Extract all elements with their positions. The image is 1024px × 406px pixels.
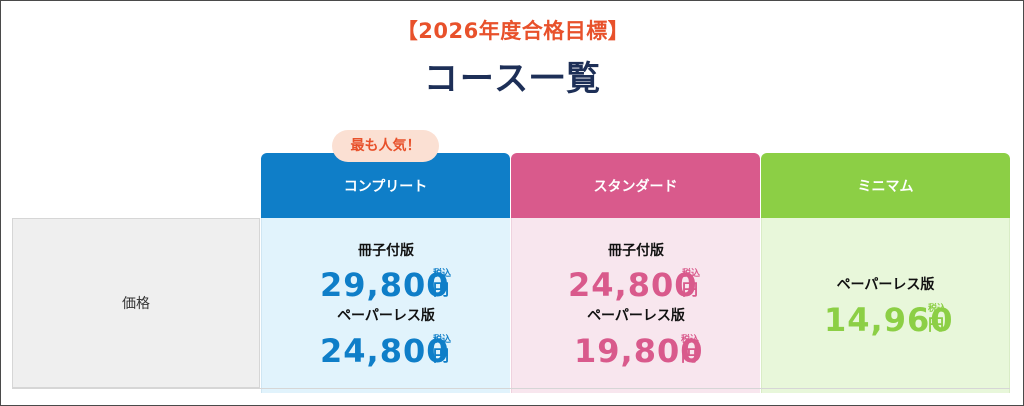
column-name: ミニマム [857, 178, 914, 195]
price-value: 29,800 税込 円 [320, 263, 460, 303]
most-popular-badge: 最も人気！ [332, 130, 439, 162]
price-type-label: 冊子付版 [358, 243, 414, 259]
tax-included-label: 税込 [433, 335, 452, 345]
price-amount: 24,800 [320, 332, 450, 370]
price-amount: 19,800 [574, 332, 704, 370]
tax-included-label: 税込 [928, 304, 947, 314]
column-name: コンプリート [343, 178, 428, 195]
yen-unit: 円 [433, 346, 450, 365]
price-cell-minimum: ペーパーレス版 14,960 税込 円 [761, 218, 1010, 393]
row-label-text: 価格 [122, 296, 150, 312]
yen-unit: 円 [682, 280, 699, 299]
tax-included-label: 税込 [681, 335, 700, 345]
column-header-standard: スタンダード [511, 153, 760, 218]
tax-included-label: 税込 [682, 269, 701, 279]
yen-unit: 円 [433, 280, 450, 299]
yen-unit: 円 [681, 346, 698, 365]
price-type-label: ペーパーレス版 [836, 277, 935, 293]
price-type-label: ペーパーレス版 [587, 308, 685, 324]
price-amount: 24,800 [568, 266, 698, 304]
price-value: 24,800 税込 円 [320, 329, 460, 369]
price-amount: 14,960 [824, 301, 954, 339]
price-cell-complete: 冊子付版 29,800 税込 円 ペーパーレス版 24,800 税込 円 [261, 218, 510, 393]
price-amount: 29,800 [320, 266, 450, 304]
price-value: 14,960 税込 円 [824, 298, 964, 338]
section-title: コース一覧 [423, 59, 603, 99]
yen-unit: 円 [928, 315, 945, 334]
column-name: スタンダード [593, 178, 678, 195]
column-header-complete: コンプリート [261, 153, 510, 218]
section-subtitle: 【2026年度合格目標】 [396, 19, 630, 43]
row-divider [12, 388, 1010, 389]
tax-included-label: 税込 [433, 269, 452, 279]
price-value: 19,800 税込 円 [574, 329, 714, 369]
price-type-label: 冊子付版 [608, 243, 664, 259]
price-value: 24,800 税込 円 [568, 263, 708, 303]
row-label-price: 価格 [12, 218, 260, 388]
column-header-minimum: ミニマム [761, 153, 1010, 218]
price-cell-standard: 冊子付版 24,800 税込 円 ペーパーレス版 19,800 税込 円 [511, 218, 760, 393]
price-type-label: ペーパーレス版 [337, 308, 435, 324]
